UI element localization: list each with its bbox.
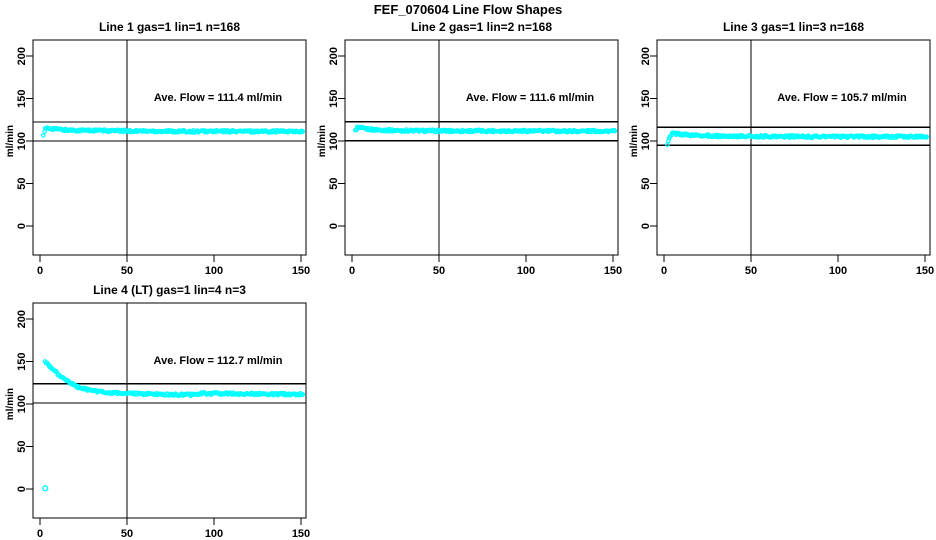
y-axis-tick-label: 100 xyxy=(16,132,28,150)
y-axis-tick-label: 150 xyxy=(328,89,340,107)
plot-box xyxy=(344,39,619,256)
x-axis-tick-label: 150 xyxy=(916,265,934,277)
x-axis-tick-label: 150 xyxy=(604,265,622,277)
data-points xyxy=(664,130,930,147)
plot-box xyxy=(32,302,307,519)
subplot-title: Line 1 gas=1 lin=1 n=168 xyxy=(99,20,240,34)
y-axis-label: ml/min xyxy=(317,125,328,157)
data-point xyxy=(664,142,670,147)
subplot-line1: Line 1 gas=1 lin=1 n=168 0 50 100 150 0 50 100 1… xyxy=(5,20,310,277)
y-axis-tick-label: 200 xyxy=(328,47,340,65)
y-axis-tick-label: 200 xyxy=(640,47,652,65)
plot-box xyxy=(656,39,931,256)
x-axis-tick-label: 100 xyxy=(517,265,535,277)
x-axis-tick-label: 0 xyxy=(661,265,667,277)
y-axis-label: ml/min xyxy=(5,125,16,157)
x-axis-tick-label: 0 xyxy=(349,265,355,277)
data-point xyxy=(924,134,930,140)
y-axis-tick-label: 50 xyxy=(328,177,340,189)
data-points xyxy=(40,125,306,138)
plot-box xyxy=(32,39,307,256)
y-axis-tick-label: 0 xyxy=(16,486,28,492)
y-axis-tick-label: 200 xyxy=(16,47,28,65)
ave-flow-annotation: Ave. Flow = 105.7 ml/min xyxy=(777,92,907,104)
y-axis-tick-label: 150 xyxy=(640,89,652,107)
y-axis-tick-label: 100 xyxy=(640,132,652,150)
data-point xyxy=(300,392,306,397)
y-axis-tick-label: 50 xyxy=(16,440,28,452)
y-axis-label: ml/min xyxy=(5,388,16,420)
data-point xyxy=(42,129,47,134)
data-points xyxy=(352,124,618,135)
x-axis-tick-label: 50 xyxy=(433,265,445,277)
y-axis-tick-label: 0 xyxy=(16,223,28,229)
x-axis-tick-label: 50 xyxy=(745,265,757,277)
y-axis-tick-label: 150 xyxy=(16,89,28,107)
x-axis-tick-label: 0 xyxy=(37,265,43,277)
y-axis-tick-label: 0 xyxy=(640,223,652,229)
subplot-line4: Line 4 (LT) gas=1 lin=4 n=3 0 50 100 150 0 50 1… xyxy=(5,283,310,540)
x-axis-tick-label: 100 xyxy=(205,265,223,277)
x-axis-tick-label: 100 xyxy=(205,528,223,540)
y-axis-tick-label: 150 xyxy=(16,352,28,370)
subplot-title: Line 2 gas=1 lin=2 n=168 xyxy=(411,20,552,34)
x-axis-tick-label: 150 xyxy=(292,265,310,277)
x-axis-tick-label: 50 xyxy=(121,528,133,540)
y-axis-tick-label: 100 xyxy=(328,132,340,150)
y-axis-label: ml/min xyxy=(629,125,640,157)
data-point xyxy=(612,128,618,134)
data-point xyxy=(40,133,46,138)
ave-flow-annotation: Ave. Flow = 111.6 ml/min xyxy=(466,92,595,104)
subplot-line3: Line 3 gas=1 lin=3 n=168 0 50 100 150 0 50 100 1… xyxy=(629,20,934,277)
ave-flow-annotation: Ave. Flow = 111.4 ml/min xyxy=(154,92,283,104)
y-axis-tick-label: 200 xyxy=(16,310,28,328)
x-axis-tick-label: 100 xyxy=(829,265,847,277)
subplot-title: Line 3 gas=1 lin=3 n=168 xyxy=(723,20,864,34)
y-axis-tick-label: 50 xyxy=(640,177,652,189)
y-axis-tick-label: 50 xyxy=(16,177,28,189)
x-axis-tick-label: 50 xyxy=(121,265,133,277)
y-axis-tick-label: 100 xyxy=(16,395,28,413)
outlier-point xyxy=(42,485,49,492)
x-axis-tick-label: 0 xyxy=(37,528,43,540)
data-point xyxy=(300,129,306,134)
figure-title: FEF_070604 Line Flow Shapes xyxy=(374,2,563,17)
ave-flow-annotation: Ave. Flow = 112.7 ml/min xyxy=(154,355,283,367)
y-axis-tick-label: 0 xyxy=(328,223,340,229)
subplot-line2: Line 2 gas=1 lin=2 n=168 0 50 100 150 0 50 100 1… xyxy=(317,20,622,277)
data-points xyxy=(42,359,306,399)
subplot-title: Line 4 (LT) gas=1 lin=4 n=3 xyxy=(93,283,246,297)
x-axis-tick-label: 150 xyxy=(292,528,310,540)
